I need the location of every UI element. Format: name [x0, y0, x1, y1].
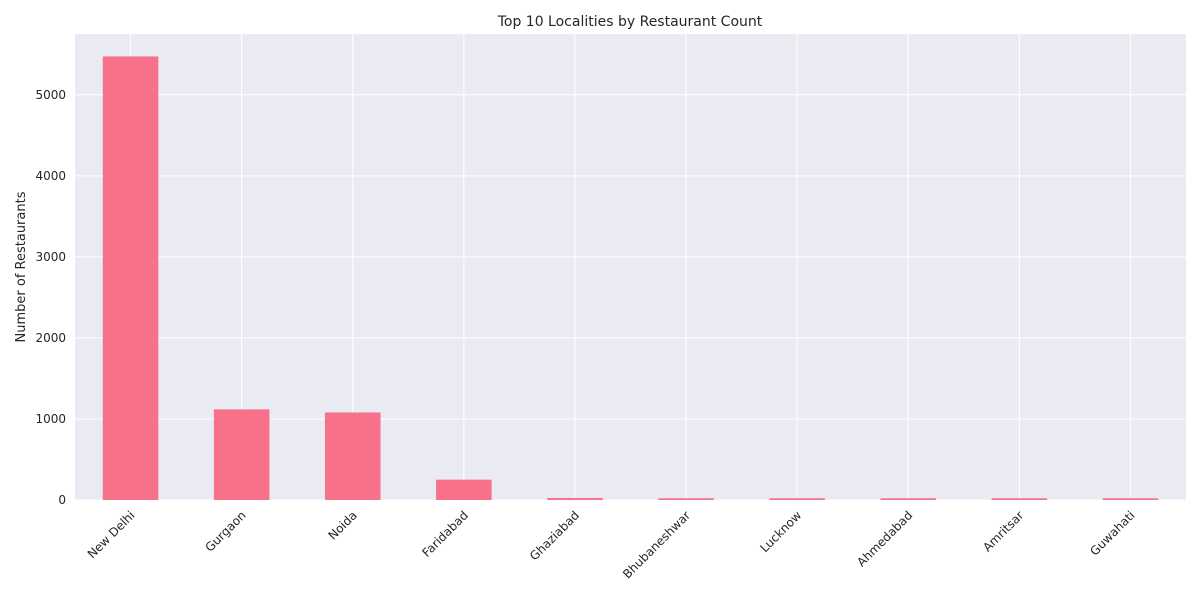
bar	[213, 409, 270, 500]
bar	[991, 498, 1048, 500]
y-tick-label: 5000	[35, 88, 66, 102]
bar	[102, 56, 159, 501]
y-tick-label: 3000	[35, 250, 66, 264]
x-axis-ticks: New Delhi Gurgaon Noida Faridabad Ghaziabad B…	[85, 508, 1138, 581]
x-tick-label: New Delhi	[85, 508, 138, 561]
x-tick-label: Amritsar	[980, 508, 1026, 554]
y-axis-ticks: 0 1000 2000 3000 4000 5000	[35, 88, 66, 507]
bar	[769, 498, 825, 500]
y-axis-label: Number of Restaurants	[14, 191, 29, 342]
x-tick-label: Lucknow	[757, 508, 804, 555]
bar	[324, 412, 381, 500]
bar	[1102, 498, 1159, 500]
bars	[102, 56, 1159, 501]
y-tick-label: 0	[58, 493, 66, 507]
x-tick-label: Bhubaneshwar	[620, 508, 693, 581]
x-tick-label: Ahmedabad	[854, 508, 915, 569]
y-tick-label: 4000	[35, 169, 66, 183]
bar	[436, 479, 492, 500]
x-tick-label: Noida	[325, 508, 359, 542]
x-tick-label: Guwahati	[1087, 508, 1137, 558]
x-tick-label: Ghaziabad	[527, 508, 582, 563]
x-tick-label: Faridabad	[419, 508, 471, 560]
x-tick-label: Gurgaon	[202, 508, 248, 554]
chart-title: Top 10 Localities by Restaurant Count	[497, 14, 763, 30]
bar	[880, 498, 937, 500]
grid-lines	[75, 34, 1186, 501]
bar	[547, 497, 603, 500]
y-tick-label: 2000	[35, 331, 66, 345]
y-tick-label: 1000	[35, 412, 66, 426]
bar	[658, 498, 714, 500]
